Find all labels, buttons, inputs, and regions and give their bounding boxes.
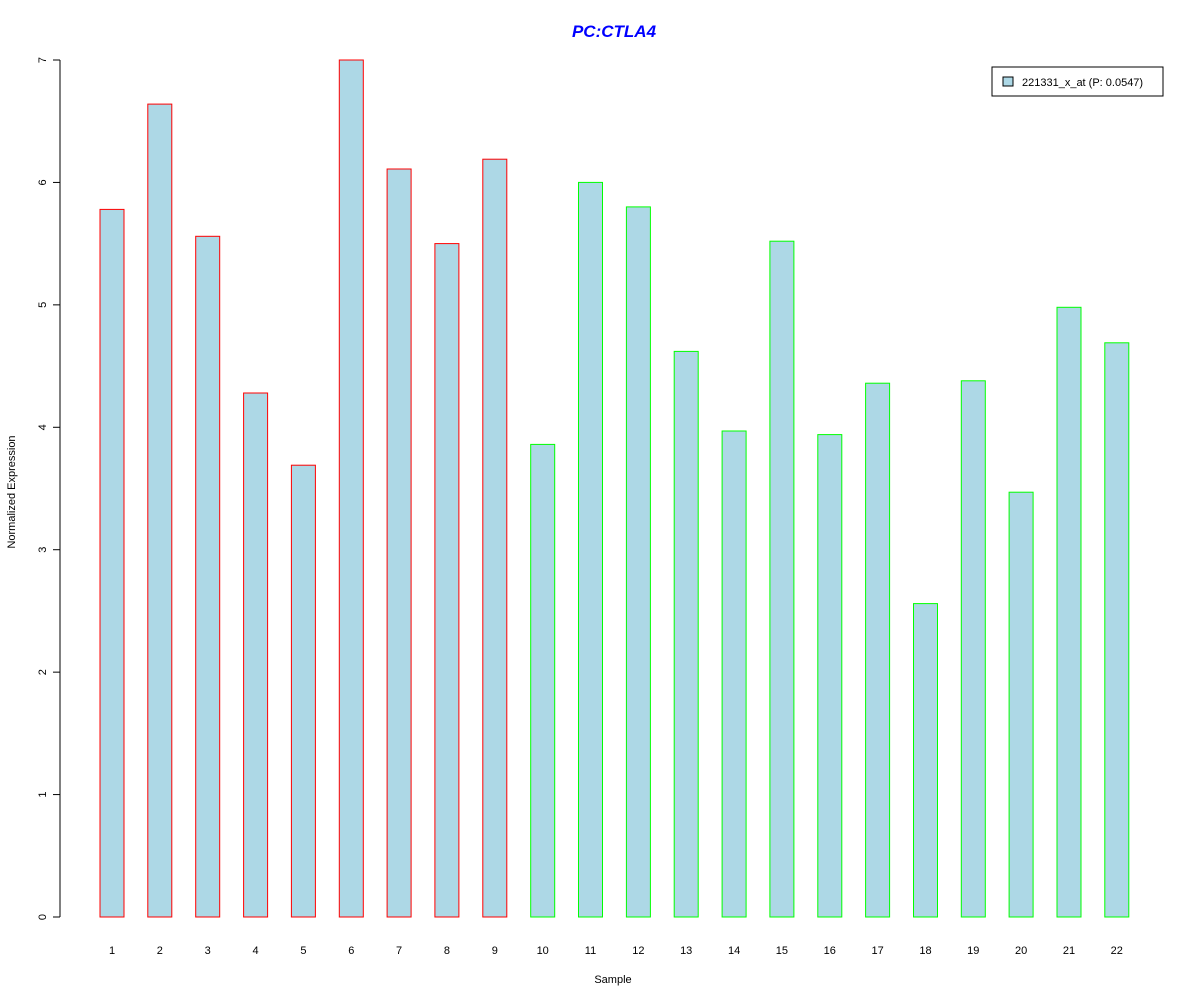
- x-tick-label: 1: [109, 945, 115, 957]
- bar-sample-6: [338, 59, 364, 918]
- x-tick-label: 6: [348, 945, 354, 957]
- x-tick-label: 5: [300, 945, 306, 957]
- bar-sample-5: [290, 464, 316, 918]
- x-tick-label: 18: [919, 945, 931, 957]
- x-tick-label: 16: [824, 945, 836, 957]
- bar-sample-8: [434, 243, 460, 918]
- bar-sample-19: [960, 380, 986, 918]
- bar-sample-17: [865, 382, 891, 918]
- x-tick-label: 17: [871, 945, 883, 957]
- y-axis: 0 1 2 3 4 5 6 7: [37, 57, 61, 920]
- x-tick-label: 15: [776, 945, 788, 957]
- x-tick-label: 13: [680, 945, 692, 957]
- y-tick-label: 5: [37, 302, 49, 308]
- bar-sample-3: [195, 235, 221, 918]
- x-tick-label: 20: [1015, 945, 1027, 957]
- y-axis-label: Normalized Expression: [6, 435, 18, 548]
- y-tick-label: 0: [37, 914, 49, 920]
- bar-sample-10: [530, 443, 556, 918]
- y-tick-label: 1: [37, 792, 49, 798]
- bar-sample-11: [578, 181, 603, 918]
- x-tick-label: 9: [492, 945, 498, 957]
- bar-sample-20: [1008, 491, 1034, 918]
- bar-sample-9: [482, 158, 508, 918]
- y-tick-label: 2: [37, 669, 49, 675]
- x-tick-label: 19: [967, 945, 979, 957]
- x-tick-label: 21: [1063, 945, 1075, 957]
- bar-sample-4: [243, 392, 269, 918]
- x-tick-label: 10: [537, 945, 549, 957]
- y-tick-label: 4: [37, 424, 49, 430]
- chart-title: PC:CTLA4: [572, 22, 657, 41]
- x-tick-label: 4: [253, 945, 259, 957]
- bar-sample-12: [625, 206, 651, 918]
- legend-entry: 221331_x_at (P: 0.0547): [1022, 77, 1143, 89]
- x-tick-label: 14: [728, 945, 740, 957]
- x-tick-label: 2: [157, 945, 163, 957]
- bar-sample-2: [147, 103, 173, 918]
- bar-sample-22: [1104, 342, 1130, 918]
- bar-sample-16: [817, 434, 843, 918]
- bar-sample-18: [913, 603, 938, 918]
- bar-sample-1: [99, 208, 125, 918]
- x-axis-label: Sample: [594, 974, 631, 986]
- x-tick-label: 7: [396, 945, 402, 957]
- x-tick-label: 8: [444, 945, 450, 957]
- y-tick-label: 7: [37, 57, 49, 63]
- x-tick-label: 12: [632, 945, 644, 957]
- y-tick-label: 6: [37, 179, 49, 185]
- bar-sample-7: [386, 168, 412, 918]
- bar-sample-15: [769, 240, 795, 918]
- bar-sample-13: [673, 350, 699, 918]
- x-tick-label: 22: [1111, 945, 1123, 957]
- y-tick-label: 3: [37, 547, 49, 553]
- bar-sample-14: [721, 430, 747, 918]
- bar-sample-21: [1056, 306, 1082, 918]
- legend: 221331_x_at (P: 0.0547): [991, 66, 1164, 97]
- legend-box: [991, 66, 1164, 97]
- x-tick-labels: 1 2 3 4 5 6 7 8 9 10 11 12 13 14 15 16 17 18 19 20 21 22: [109, 945, 1123, 957]
- legend-swatch: [1002, 76, 1014, 87]
- bars: [99, 59, 1130, 918]
- x-tick-label: 11: [585, 945, 596, 957]
- x-tick-label: 3: [205, 945, 211, 957]
